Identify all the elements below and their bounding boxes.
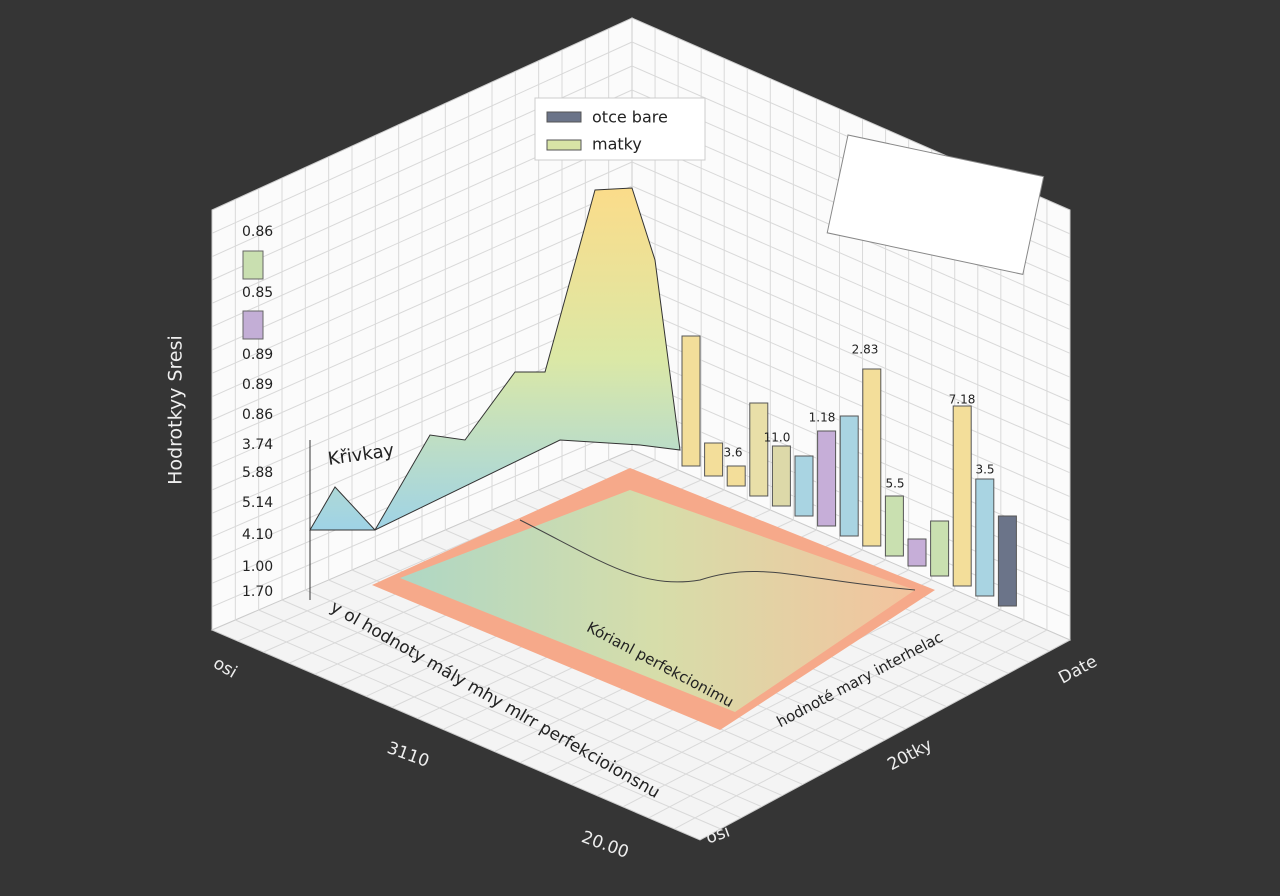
ridge-area — [309, 187, 681, 531]
bar-annotation: 3.5 — [975, 463, 994, 477]
grid-line — [211, 41, 633, 234]
legend-label: matkymirnoú perfeklonlsúŽrowěi strodlky — [592, 135, 642, 154]
grid-line — [211, 209, 633, 398]
grid-line — [648, 619, 1025, 819]
bar — [817, 430, 837, 527]
legend-swatch — [546, 111, 582, 123]
bar — [704, 442, 724, 477]
grid-line — [211, 185, 633, 374]
bar-annotation: 1.18 — [809, 411, 836, 425]
grid-line — [631, 161, 1071, 354]
side-label: 5.14 — [242, 495, 273, 511]
grid-line — [622, 609, 1002, 808]
corner-label: 3110 — [384, 738, 431, 772]
grid-line — [211, 137, 633, 328]
bar-annotation: 3.6 — [723, 446, 742, 460]
legend-box — [826, 134, 1045, 275]
bar-annotation: 5.5 — [885, 477, 904, 491]
swatch — [242, 310, 264, 340]
grid-line — [211, 161, 633, 351]
bar-annotation: 11.0 — [764, 431, 791, 445]
bar — [907, 538, 927, 567]
side-label: 0.85 — [242, 285, 273, 301]
grid-line — [631, 209, 1071, 402]
bar — [884, 495, 904, 557]
grid-line — [631, 185, 1071, 378]
bar — [749, 402, 769, 497]
bar — [771, 445, 791, 507]
corner-label: osi — [210, 653, 241, 682]
side-label: 0.89 — [242, 377, 273, 393]
grid-line — [631, 305, 1071, 498]
grid-line — [328, 579, 803, 785]
grid-line — [597, 599, 979, 797]
swatch — [242, 250, 264, 280]
side-label: 0.86 — [242, 224, 273, 240]
grid-line — [631, 257, 1071, 450]
bar — [997, 515, 1017, 607]
surface — [400, 490, 915, 712]
grid-line — [258, 609, 742, 819]
bar — [975, 478, 995, 597]
axis-title: Hodrotkyy Sresi — [165, 335, 187, 485]
surface-line — [519, 519, 916, 591]
bar — [681, 335, 701, 467]
grid-line — [281, 599, 762, 808]
legend-swatch — [546, 139, 582, 151]
grid-line — [631, 233, 1071, 426]
grid-line — [305, 589, 783, 797]
grid-line — [211, 233, 633, 421]
side-label: 0.89 — [242, 347, 273, 363]
grid-line — [631, 281, 1071, 474]
bar — [726, 465, 746, 487]
bar — [794, 455, 814, 517]
bar — [930, 520, 950, 577]
grid-line — [235, 619, 721, 830]
bar — [952, 405, 972, 587]
bar — [839, 415, 859, 537]
side-label: 5.88 — [242, 465, 273, 481]
grid-line — [211, 257, 633, 444]
corner-label: Date — [1055, 652, 1100, 689]
side-label: 0.86 — [242, 407, 273, 423]
side-label: 1.00 — [242, 559, 273, 575]
bar-annotation: 2.83 — [852, 343, 879, 357]
grid-line — [674, 629, 1048, 830]
grid-line — [211, 425, 633, 608]
corner-label: 20.00 — [579, 827, 632, 862]
bar — [862, 368, 882, 547]
legend-label: otce bare — [592, 108, 668, 127]
bar-annotation: 7.18 — [949, 393, 976, 407]
side-label: 3.74 — [242, 437, 273, 453]
corner-label: 20tky — [884, 735, 935, 775]
side-label: 1.70 — [242, 584, 273, 600]
side-label: 4.10 — [242, 527, 273, 543]
